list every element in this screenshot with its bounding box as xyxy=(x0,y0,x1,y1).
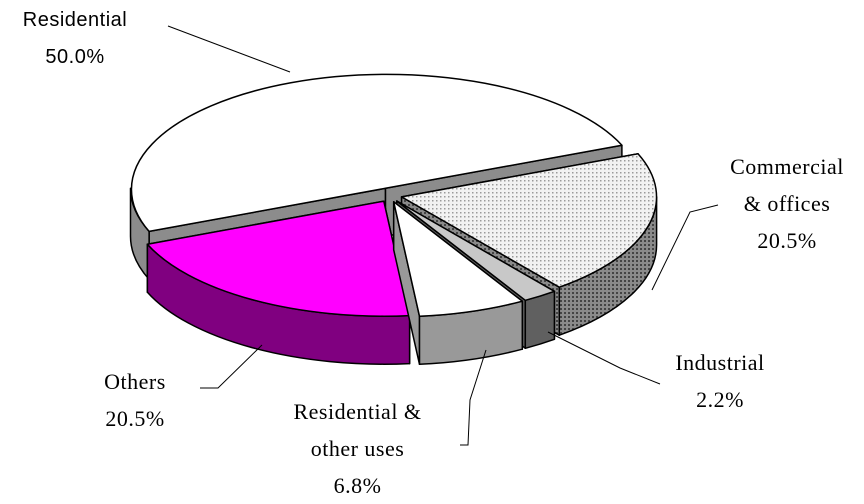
leader-line xyxy=(460,349,487,446)
value-label: 20.5% xyxy=(757,228,817,253)
chart xyxy=(129,25,719,446)
value-label: 20.5% xyxy=(105,406,165,431)
category-label: Residential & other uses xyxy=(293,399,422,461)
category-label: Industrial xyxy=(675,350,765,375)
slice-label: Others 20.5% xyxy=(70,363,200,437)
slice-label: Residential 50.0% xyxy=(0,2,150,76)
slice xyxy=(396,200,556,302)
leader-lines xyxy=(167,25,719,446)
slice-label: Commercial & offices 20.5% xyxy=(712,148,862,259)
slice-label: Industrial 2.2% xyxy=(655,344,785,418)
slice xyxy=(130,73,623,233)
value-label: 2.2% xyxy=(696,387,744,412)
leader-line xyxy=(167,25,291,73)
leader-line xyxy=(651,204,719,291)
leader-line xyxy=(200,344,263,389)
pie xyxy=(129,73,658,366)
category-label: Residential xyxy=(22,9,128,31)
value-label: 50.0% xyxy=(45,46,105,68)
slice xyxy=(392,201,524,318)
category-label: Commercial & offices xyxy=(730,154,844,216)
slice xyxy=(400,153,658,288)
slice-label: Residential & other uses 6.8% xyxy=(275,393,440,504)
value-label: 6.8% xyxy=(333,473,382,498)
category-label: Others xyxy=(104,369,166,394)
leader-line xyxy=(547,331,661,385)
slice xyxy=(146,200,411,317)
